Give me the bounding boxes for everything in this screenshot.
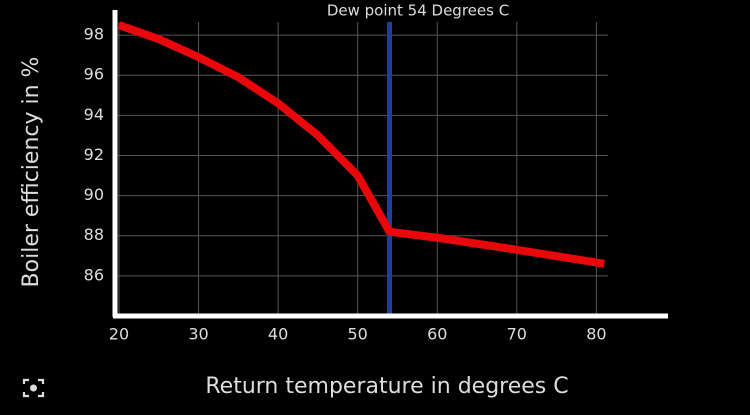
line xyxy=(117,21,605,268)
y-tick-label: 94 xyxy=(84,105,104,124)
x-tick-label: 50 xyxy=(348,325,368,344)
x-tick-label: 20 xyxy=(109,325,129,344)
y-tick-label: 86 xyxy=(84,265,104,284)
y-tick-label: 90 xyxy=(84,185,104,204)
y-tick-label: 88 xyxy=(84,225,104,244)
y-axis-title: Boiler efficiency in % xyxy=(19,57,44,288)
plot xyxy=(117,21,605,316)
x-tick-label: 60 xyxy=(427,325,447,344)
y-tick-label: 98 xyxy=(84,25,104,44)
grid xyxy=(115,22,608,316)
y-tick-label: 96 xyxy=(84,65,104,84)
x-tick-label: 80 xyxy=(586,325,606,344)
lens-icon xyxy=(22,378,45,398)
x-axis-title: Return temperature in degrees C xyxy=(205,374,568,399)
x-tick-label: 40 xyxy=(268,325,288,344)
x-tick-label: 30 xyxy=(188,325,208,344)
x-tick-label: 70 xyxy=(507,325,527,344)
y-tick-label: 92 xyxy=(84,145,104,164)
annotation: Dew point 54 Degrees C xyxy=(327,2,509,20)
